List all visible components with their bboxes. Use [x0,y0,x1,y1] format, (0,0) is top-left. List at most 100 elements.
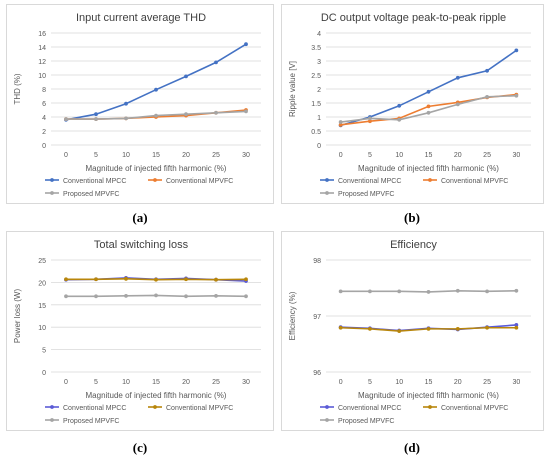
x-axis-label: Magnitude of injected fifth harmonic (%) [358,391,499,400]
x-tick-label: 0 [339,379,343,386]
legend-marker [50,178,54,182]
legend-label: Conventional MPVFC [441,405,508,412]
legend-marker [153,178,157,182]
series-line-1 [65,43,247,121]
y-tick-label: 4 [317,31,321,38]
y-tick-label: 97 [313,314,321,321]
x-tick-label: 20 [454,152,462,159]
y-tick-label: 12 [38,59,46,66]
y-tick-label: 16 [38,31,46,38]
y-tick-label: 5 [42,348,46,355]
y-tick-label: 3 [317,59,321,66]
data-point-series-2 [154,277,158,282]
legend-label: Proposed MPVFC [338,418,394,425]
data-point-series-3 [124,116,128,121]
data-point-series-2 [455,326,460,331]
data-point-series-3 [426,290,431,294]
series-line-2 [340,93,517,126]
x-tick-label: 15 [152,379,160,386]
legend-label: Conventional MPCC [338,405,401,412]
x-tick-label: 30 [242,379,250,386]
y-axis-label: Ripple value [V] [288,61,297,117]
data-point-series-2 [64,277,68,282]
x-tick-label: 10 [395,152,403,159]
chart-title: DC output voltage peak-to-peak ripple [321,12,506,24]
x-axis-label: Magnitude of injected fifth harmonic (%) [86,164,227,173]
x-tick-label: 0 [64,379,68,386]
caption-b: (b) [404,210,420,225]
legend-marker [325,178,329,182]
chart-title: Efficiency [390,239,437,251]
data-point-series-3 [244,109,248,114]
x-tick-label: 30 [512,379,520,386]
data-point-series-3 [214,110,218,115]
data-point-series-3 [397,289,402,294]
y-tick-label: 15 [38,303,46,310]
data-point-series-1 [397,103,402,108]
y-tick-label: 20 [38,280,46,287]
y-tick-label: 0 [317,143,321,150]
chart-panel-a: Input current average THD 0 2 4 6 8 10 12 14 16 0 5… [6,4,274,204]
x-tick-label: 0 [339,152,343,159]
legend-marker [153,405,157,409]
data-point-series-2 [338,122,343,127]
data-point-series-3 [397,117,402,122]
data-point-series-2 [94,277,98,282]
chart-panel-c: Total switching loss 0 5 10 15 20 25 0 5 10 15 20 25… [6,231,274,431]
legend-label: Conventional MPCC [63,405,126,412]
data-point-series-2 [244,277,248,282]
chart-svg-b: DC output voltage peak-to-peak ripple 0 0.… [288,12,531,198]
x-tick-label: 5 [368,379,372,386]
data-point-series-1 [214,60,218,65]
data-point-series-1 [124,101,128,106]
data-point-series-2 [397,329,402,334]
caption-a: (a) [132,210,148,225]
data-point-series-3 [514,288,519,293]
data-point-series-3 [154,293,158,298]
caption-c: (c) [132,440,148,455]
data-point-series-2 [426,326,431,331]
x-tick-label: 5 [368,152,372,159]
x-tick-label: 10 [395,379,403,386]
legend-label: Conventional MPCC [338,178,401,185]
chart-title: Total switching loss [94,239,189,251]
legend-label: Conventional MPCC [63,178,126,185]
legend-label: Conventional MPVFC [166,405,233,412]
y-tick-label: 8 [42,87,46,94]
y-tick-label: 0 [42,370,46,377]
data-point-series-3 [485,289,489,294]
y-axis-label: THD (%) [13,73,22,104]
x-axis-label: Magnitude of injected fifth harmonic (%) [86,391,227,400]
data-point-series-1 [485,68,489,73]
legend-label: Proposed MPVFC [63,418,119,425]
legend-label: Proposed MPVFC [63,191,119,198]
y-tick-label: 6 [42,101,46,108]
y-tick-label: 4 [42,115,46,122]
data-point-series-2 [184,277,188,282]
chart-title: Input current average THD [76,12,206,24]
data-point-series-3 [184,112,188,117]
data-point-series-2 [214,277,218,282]
data-point-series-3 [338,289,343,294]
data-point-series-3 [338,120,343,124]
data-point-series-1 [184,74,188,79]
data-point-series-3 [514,93,519,98]
legend-marker [325,191,329,195]
x-tick-label: 25 [483,152,491,159]
y-tick-label: 3.5 [311,45,321,52]
y-tick-label: 2.5 [311,73,321,80]
data-point-series-1 [244,42,248,47]
data-point-series-3 [64,294,68,299]
x-tick-label: 20 [454,379,462,386]
data-point-series-3 [184,294,188,299]
data-point-series-1 [455,75,460,80]
x-tick-label: 20 [182,152,190,159]
x-tick-label: 30 [512,152,520,159]
y-tick-label: 1 [317,115,321,122]
data-point-series-2 [485,325,489,330]
chart-svg-c: Total switching loss 0 5 10 15 20 25 0 5 10 15 20 25… [13,239,261,425]
y-tick-label: 2 [42,129,46,136]
data-point-series-3 [124,293,128,298]
legend-marker [428,178,432,182]
y-tick-label: 10 [38,325,46,332]
